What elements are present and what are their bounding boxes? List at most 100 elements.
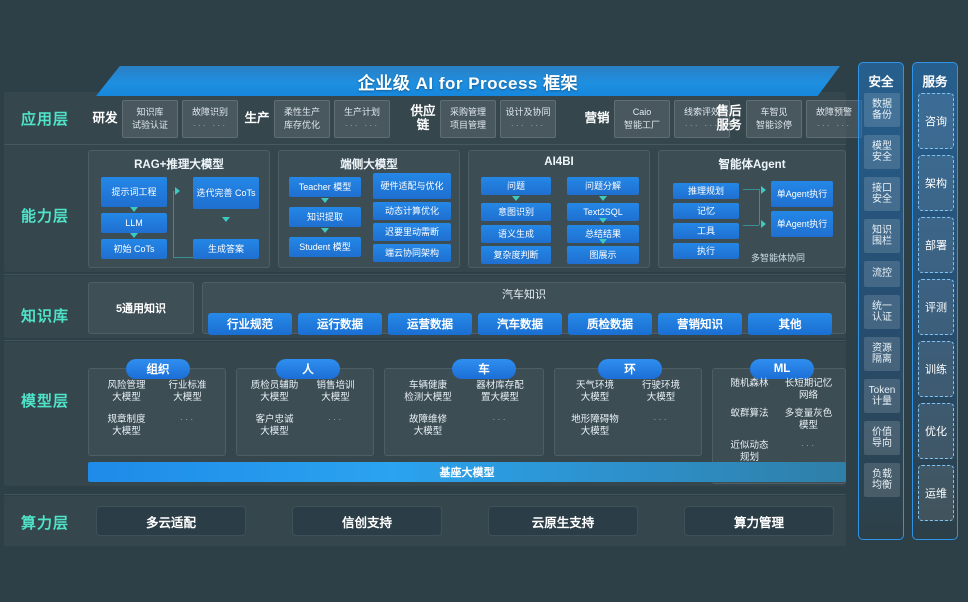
model-item: 销售培训 大模型 xyxy=(316,380,355,404)
compute-button-云原生支持[interactable]: 云原生支持 xyxy=(488,506,638,536)
compute-button-多云适配[interactable]: 多云适配 xyxy=(96,506,246,536)
model-group-tag-人[interactable]: 人 xyxy=(276,359,340,379)
service-item-部署[interactable]: 部署 xyxy=(918,217,954,273)
app-cell-label: ··· ··· xyxy=(684,119,720,130)
capability-title: RAG+推理大模型 xyxy=(134,159,224,171)
capability-node[interactable]: 语义生成 xyxy=(481,225,551,243)
model-item: 随机森林 xyxy=(730,378,769,389)
app-group-生产: 生产 柔性生产 库存优化 生产计划 ··· ··· xyxy=(240,96,390,142)
app-group-营销: 营销 Caio 智能工厂 线索评效 ··· ··· xyxy=(580,96,730,142)
app-cell-label: 项目管理 xyxy=(449,119,486,130)
capability-node[interactable]: 动态计算优化 xyxy=(373,202,451,220)
knowledge-tag-营销知识[interactable]: 营销知识 xyxy=(658,313,742,335)
capability-node[interactable]: 初始 CoTs xyxy=(101,239,167,259)
app-cell[interactable]: 柔性生产 库存优化 xyxy=(274,100,330,138)
security-item-3[interactable]: 知识 围栏 xyxy=(864,219,900,253)
layer-label-算力层: 算力层 xyxy=(20,515,69,532)
security-item-7[interactable]: Token 计量 xyxy=(864,379,900,413)
capability-node[interactable]: 复杂度判断 xyxy=(481,246,551,264)
capability-node[interactable]: 工具 xyxy=(673,223,739,239)
app-cell[interactable]: 线索评效 ··· ··· xyxy=(674,100,730,138)
app-cell-label: 故障识别 xyxy=(191,107,228,118)
service-item-优化[interactable]: 优化 xyxy=(918,403,954,459)
capability-node[interactable]: 问题分解 xyxy=(567,177,639,195)
model-group-tag-车[interactable]: 车 xyxy=(452,359,516,379)
capability-node[interactable]: 执行 xyxy=(673,243,739,259)
security-item-1[interactable]: 模型 安全 xyxy=(864,135,900,169)
app-cell[interactable]: 知识库 试验认证 xyxy=(122,100,178,138)
service-item-评测[interactable]: 评测 xyxy=(918,279,954,335)
app-cell[interactable]: 生产计划 ··· ··· xyxy=(334,100,390,138)
compute-button-算力管理[interactable]: 算力管理 xyxy=(684,506,834,536)
service-item-架构[interactable]: 架构 xyxy=(918,155,954,211)
app-cell-label: 柔性生产 xyxy=(283,107,320,118)
app-cell[interactable]: 设计及协同 ··· ··· xyxy=(500,100,556,138)
app-cell[interactable]: 故障识别 ··· ··· xyxy=(182,100,238,138)
capability-node[interactable]: 提示词工程 xyxy=(101,177,167,207)
connector-line xyxy=(759,189,760,225)
capability-node[interactable]: 意图识别 xyxy=(481,203,551,221)
security-column: 安全 数据 备份 模型 安全 接口 安全 知识 围栏 流控 统一 认证 资源 隔离 Token 计量 价值 导向负… xyxy=(858,62,904,540)
security-item-6[interactable]: 资源 隔离 xyxy=(864,337,900,371)
security-item-8[interactable]: 价值 导向 xyxy=(864,421,900,455)
app-group-title: 研发 xyxy=(92,111,118,126)
app-cell-label: 智能诊停 xyxy=(755,119,792,130)
security-item-2[interactable]: 接口 安全 xyxy=(864,177,900,211)
capability-node[interactable]: 迭代完善 CoTs xyxy=(193,177,259,209)
model-group-tag-ML[interactable]: ML xyxy=(750,359,814,379)
app-cell-label: ··· ··· xyxy=(816,119,852,130)
capability-node[interactable]: Teacher 模型 xyxy=(289,177,361,197)
service-item-咨询[interactable]: 咨询 xyxy=(918,93,954,149)
title-banner: 企业级 AI for Process 框架 xyxy=(96,66,840,96)
capability-node[interactable]: Text2SQL xyxy=(567,203,639,221)
security-item-0[interactable]: 数据 备份 xyxy=(864,93,900,127)
security-item-9[interactable]: 负载 均衡 xyxy=(864,463,900,497)
app-cell[interactable]: Caio 智能工厂 xyxy=(614,100,670,138)
model-item: ··· xyxy=(800,440,817,451)
capability-node[interactable]: 推理规划 xyxy=(673,183,739,199)
capability-node[interactable]: 记忆 xyxy=(673,203,739,219)
service-item-运维[interactable]: 运维 xyxy=(918,465,954,521)
capability-node[interactable]: 迟要里动需断 xyxy=(373,223,451,241)
capability-node[interactable]: 单Agent执行 xyxy=(771,181,833,207)
capability-node[interactable]: 生成答案 xyxy=(193,239,259,259)
model-item: ··· xyxy=(653,414,669,425)
service-item-训练[interactable]: 训练 xyxy=(918,341,954,397)
knowledge-tag-汽车数据[interactable]: 汽车数据 xyxy=(478,313,562,335)
app-cell[interactable]: 采购管理 项目管理 xyxy=(440,100,496,138)
capability-node[interactable]: Student 模型 xyxy=(289,237,361,257)
app-cell[interactable]: 车智见 智能诊停 xyxy=(746,100,802,138)
model-group-tag-组织[interactable]: 组织 xyxy=(126,359,190,379)
capability-box-0: RAG+推理大模型提示词工程 LLM 初始 CoTs 迭代完善 CoTs 生成答案 xyxy=(88,150,270,268)
app-cell-label: 试验认证 xyxy=(131,119,168,130)
app-cell-label: 知识库 xyxy=(136,107,164,118)
model-item: 长短期记忆 网络 xyxy=(784,378,833,402)
security-item-4[interactable]: 流控 xyxy=(864,261,900,287)
knowledge-tag-行业规范[interactable]: 行业规范 xyxy=(208,313,292,335)
capability-node[interactable]: 总结结果 xyxy=(567,225,639,243)
model-item: ··· xyxy=(179,414,196,425)
capability-node[interactable]: 知识提取 xyxy=(289,207,361,227)
knowledge-tag-运营数据[interactable]: 运营数据 xyxy=(388,313,472,335)
model-item: 客户忠诚 大模型 xyxy=(255,414,294,438)
knowledge-tag-其他[interactable]: 其他 xyxy=(748,313,832,335)
security-item-5[interactable]: 统一 认证 xyxy=(864,295,900,329)
app-group-title: 售后 服务 xyxy=(716,104,742,132)
compute-button-信创支持[interactable]: 信创支持 xyxy=(292,506,442,536)
app-cell-label: 生产计划 xyxy=(343,107,380,118)
app-group-cells: 采购管理 项目管理 设计及协同 ··· ··· xyxy=(440,100,556,138)
model-item: 行驶环境 大模型 xyxy=(641,380,680,404)
layer-label-知识库: 知识库 xyxy=(20,308,69,325)
knowledge-tag-质检数据[interactable]: 质检数据 xyxy=(568,313,652,335)
model-group-tag-环[interactable]: 环 xyxy=(598,359,662,379)
capability-node[interactable]: 端云协同架构 xyxy=(373,244,451,262)
capability-node[interactable]: 图展示 xyxy=(567,246,639,264)
knowledge-tag-运行数据[interactable]: 运行数据 xyxy=(298,313,382,335)
capability-node[interactable]: 单Agent执行 xyxy=(771,211,833,237)
capability-node[interactable]: 硬件适配与优化 xyxy=(373,173,451,199)
capability-node[interactable]: 问题 xyxy=(481,177,551,195)
model-item: 规章制度 大模型 xyxy=(107,414,146,438)
app-cell-label: 库存优化 xyxy=(283,119,320,130)
app-cell[interactable]: 故障预警 ··· ··· xyxy=(806,100,862,138)
capability-node[interactable]: LLM xyxy=(101,213,167,233)
